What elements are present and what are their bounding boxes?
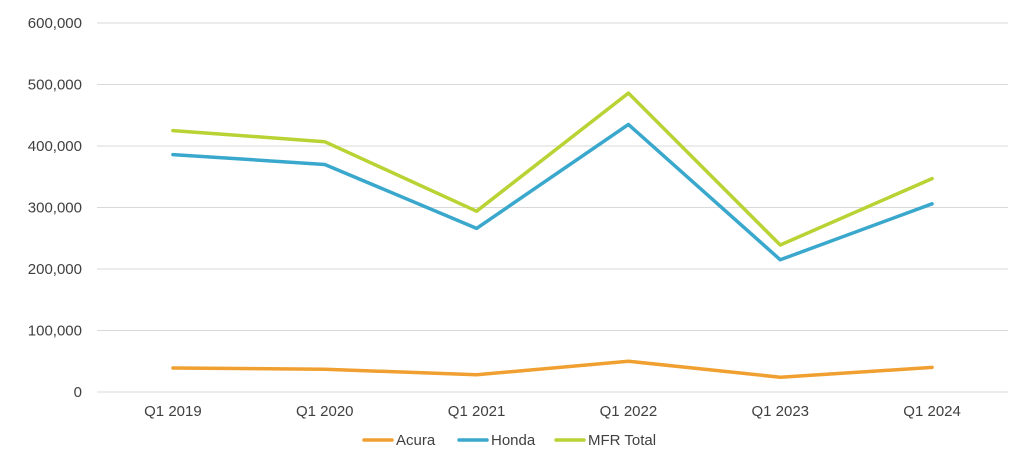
legend-label: Honda (491, 432, 536, 449)
x-tick-label: Q1 2023 (751, 403, 809, 420)
x-tick-label: Q1 2021 (448, 403, 506, 420)
legend-item: Acura (362, 432, 436, 449)
x-tick-label: Q1 2024 (903, 403, 961, 420)
legend-label: Acura (396, 432, 436, 449)
series-line-mfr-total (171, 91, 934, 247)
y-tick-label: 600,000 (28, 15, 82, 32)
x-tick-label: Q1 2020 (296, 403, 354, 420)
y-tick-label: 300,000 (28, 200, 82, 217)
x-tick-label: Q1 2022 (600, 403, 658, 420)
plot-area (171, 91, 934, 379)
legend-item: Honda (457, 432, 536, 449)
y-tick-label: 400,000 (28, 138, 82, 155)
y-axis: 0 100,000 200,000 300,000 400,000 500,000 600,… (28, 15, 82, 401)
series-line-honda (171, 122, 934, 262)
y-tick-label: 500,000 (28, 77, 82, 94)
legend-label: MFR Total (588, 432, 656, 449)
gridlines (97, 22, 1008, 393)
series-line-acura (171, 359, 934, 379)
y-tick-label: 200,000 (28, 261, 82, 278)
y-tick-label: 0 (74, 384, 82, 401)
y-tick-label: 100,000 (28, 323, 82, 340)
x-axis: Q1 2019 Q1 2020 Q1 2021 Q1 2022 Q1 2023 Q1 20… (144, 403, 961, 420)
legend-item: MFR Total (554, 432, 656, 449)
legend: Acura Honda MFR Total (362, 432, 656, 449)
x-tick-label: Q1 2019 (144, 403, 202, 420)
